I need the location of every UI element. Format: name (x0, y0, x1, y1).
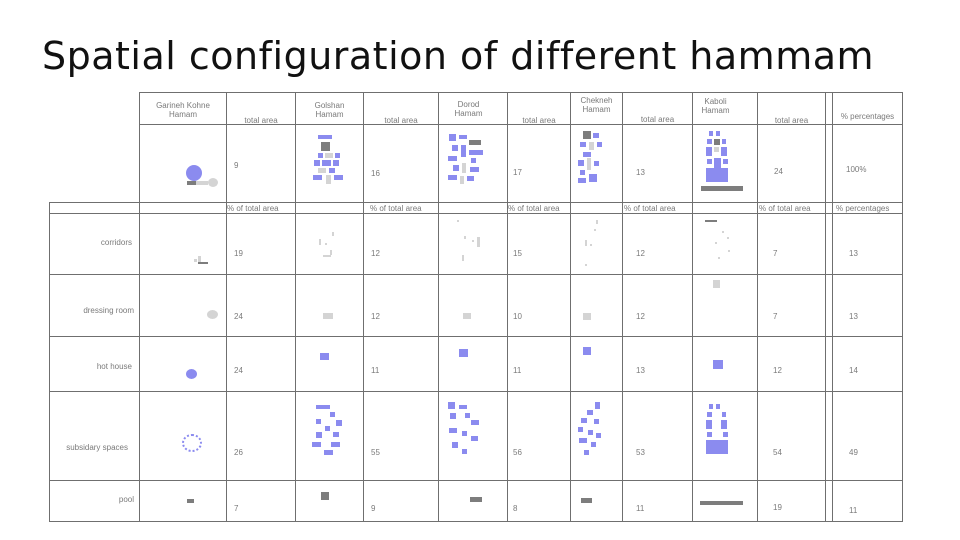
table-cell: 14 (849, 366, 858, 375)
column-divider (363, 92, 364, 522)
table-cell: 49 (849, 448, 858, 457)
total-area-header-2: total area (384, 116, 418, 125)
column-divider (49, 202, 50, 522)
table-cell: 13 (849, 249, 858, 258)
header-divider (139, 124, 902, 125)
row-divider (49, 213, 902, 214)
table-border-bottom (49, 521, 902, 522)
table-cell: 7 (234, 504, 239, 513)
table-cell: 24 (234, 312, 243, 321)
row-label-dressing-room: dressing room (83, 306, 134, 315)
percent-of-total-label-1: % of total area (227, 204, 279, 213)
table-cell: 56 (513, 448, 522, 457)
total-value-2: 16 (371, 169, 380, 178)
percent-of-total-label-2: % of total area (370, 204, 422, 213)
total-area-header-3: total area (522, 116, 556, 125)
row-divider (49, 391, 902, 392)
table-cell: 8 (513, 504, 518, 513)
table-cell: 13 (849, 312, 858, 321)
hammam-name-1: Garineh Kohne Hamam (156, 101, 210, 119)
table-cell: 54 (773, 448, 782, 457)
table-cell: 12 (371, 249, 380, 258)
table-cell: 24 (234, 366, 243, 375)
total-area-header-5: total area (774, 116, 809, 125)
row-label-pool: pool (118, 495, 134, 504)
table-cell: 15 (513, 249, 522, 258)
table-cell: 11 (513, 366, 522, 375)
hammam-name-4: Chekneh Hamam (580, 96, 613, 114)
row-divider (49, 336, 902, 337)
hammam-name-2: Golshan Hamam (314, 101, 345, 119)
table-cell: 12 (636, 312, 645, 321)
column-divider (757, 92, 758, 522)
row-divider (49, 480, 902, 481)
total-value-4: 13 (636, 168, 645, 177)
hammam-name-3: Dorod Hamam (454, 100, 483, 118)
column-divider (438, 92, 439, 522)
table-border-top (139, 92, 902, 93)
total-value-1: 9 (234, 161, 239, 170)
table-border-right (902, 92, 903, 522)
column-divider (825, 92, 826, 522)
table-cell: 19 (773, 503, 782, 512)
row-divider (49, 274, 902, 275)
column-divider (622, 92, 623, 522)
row-divider (49, 202, 902, 203)
table-cell: 53 (636, 448, 645, 457)
column-divider (226, 92, 227, 522)
table-cell: 9 (371, 504, 376, 513)
column-divider (295, 92, 296, 522)
table-cell: 26 (234, 448, 243, 457)
table-cell: 11 (636, 504, 645, 513)
total-value-5: 24 (774, 167, 783, 176)
table-cell: 10 (513, 312, 522, 321)
percent-of-total-label-4: % of total area (624, 204, 676, 213)
percent-of-total-label-5: % of total area (759, 204, 811, 213)
table-cell: 12 (371, 312, 380, 321)
table-cell: 19 (234, 249, 243, 258)
table-cell: 13 (636, 366, 645, 375)
table-cell: 12 (773, 366, 782, 375)
table-cell: 55 (371, 448, 380, 457)
column-divider (139, 92, 140, 522)
table-cell: 7 (773, 312, 778, 321)
total-percentage: 100% (846, 165, 867, 174)
total-value-3: 17 (513, 168, 522, 177)
table-cell: 11 (371, 366, 380, 375)
column-divider (570, 92, 571, 522)
row-label-corridors: corridors (100, 238, 132, 247)
slide-title: Spatial configuration of different hamma… (42, 34, 875, 78)
table-cell: 7 (773, 249, 778, 258)
row-label-subsidary-spaces: subsidary spaces (66, 443, 128, 452)
table-cell: 11 (849, 506, 858, 515)
table-cell: 12 (636, 249, 645, 258)
row-label-hot-house: hot house (96, 362, 132, 371)
percentages-subheader: % percentages (836, 204, 890, 213)
column-divider (507, 92, 508, 522)
total-area-header-1: total area (244, 116, 278, 125)
column-divider (692, 92, 693, 522)
column-divider (832, 92, 833, 522)
hammam-name-5: Kaboli Hamam (701, 97, 730, 115)
percent-of-total-label-3: % of total area (508, 204, 560, 213)
total-area-header-4: total area (640, 115, 675, 124)
percentages-header: % percentages (840, 112, 895, 121)
